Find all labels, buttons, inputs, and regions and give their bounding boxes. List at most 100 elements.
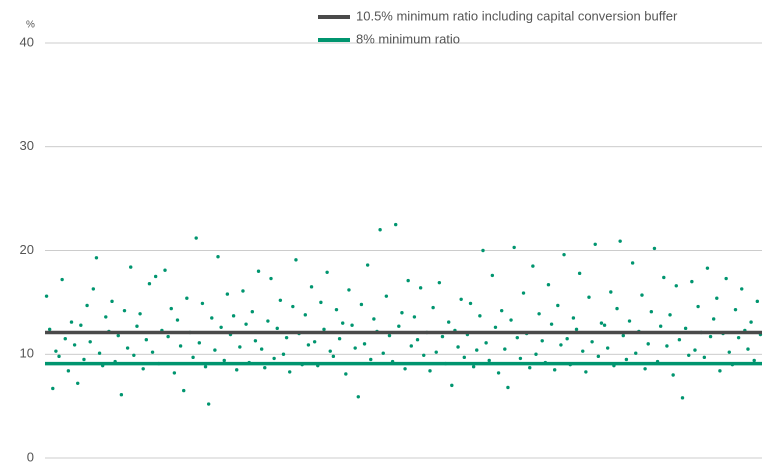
point	[559, 343, 563, 347]
point	[406, 278, 410, 283]
point	[125, 346, 130, 350]
point	[216, 255, 220, 259]
point	[562, 252, 566, 257]
point	[715, 296, 719, 300]
point	[403, 367, 407, 371]
point	[294, 258, 298, 262]
point	[415, 338, 420, 342]
point	[574, 327, 579, 332]
point	[471, 365, 476, 369]
point	[97, 351, 102, 355]
point	[365, 263, 370, 267]
point	[752, 358, 756, 363]
point	[487, 358, 491, 363]
point	[135, 324, 139, 328]
point	[309, 285, 314, 289]
point	[447, 320, 451, 324]
point	[312, 340, 317, 344]
point	[47, 327, 52, 332]
point	[288, 370, 292, 374]
point	[434, 350, 438, 354]
point	[630, 261, 635, 265]
y-tick-label: 0	[27, 449, 34, 464]
point	[82, 357, 86, 362]
legend-label: 8% minimum ratio	[356, 31, 460, 46]
point	[275, 326, 279, 331]
point	[225, 292, 230, 296]
point	[499, 308, 504, 313]
point	[178, 344, 183, 348]
point	[687, 353, 691, 357]
point	[696, 304, 700, 309]
point	[680, 396, 685, 400]
point	[210, 316, 214, 320]
point	[496, 371, 501, 375]
point	[428, 369, 432, 373]
point	[565, 336, 569, 341]
point	[85, 303, 89, 308]
point	[674, 284, 678, 288]
point	[437, 280, 442, 285]
point	[325, 270, 329, 274]
point	[609, 290, 613, 294]
point	[110, 299, 114, 304]
point	[596, 354, 601, 359]
point	[515, 335, 519, 340]
point	[668, 313, 672, 317]
point	[422, 353, 426, 357]
point	[481, 248, 485, 253]
point	[79, 323, 83, 327]
point	[634, 351, 638, 355]
point	[259, 347, 264, 351]
point	[182, 388, 186, 393]
point	[462, 355, 466, 360]
point	[605, 346, 610, 350]
point	[235, 368, 239, 372]
point	[615, 306, 619, 311]
point	[537, 312, 541, 316]
point	[44, 294, 49, 298]
point	[197, 341, 202, 345]
point	[51, 386, 55, 391]
point	[593, 242, 597, 246]
point	[331, 354, 336, 359]
y-tick-label: 20	[20, 242, 34, 257]
point	[319, 300, 323, 305]
point	[677, 338, 682, 342]
point	[705, 266, 710, 270]
point	[334, 307, 339, 312]
point	[206, 402, 211, 406]
point	[627, 319, 632, 323]
point	[72, 343, 77, 347]
point	[172, 371, 177, 375]
point	[378, 228, 382, 232]
point	[222, 358, 226, 363]
point	[94, 256, 99, 260]
point	[431, 305, 435, 310]
point	[646, 342, 650, 346]
unit-label: %	[26, 20, 35, 31]
point	[238, 345, 242, 349]
point	[740, 287, 744, 291]
point	[552, 368, 557, 372]
point	[400, 311, 404, 315]
point	[493, 325, 498, 329]
point	[409, 344, 413, 348]
point	[652, 246, 657, 251]
point	[147, 282, 152, 286]
point	[534, 352, 538, 356]
point	[132, 353, 136, 357]
point	[440, 334, 445, 339]
point	[590, 340, 594, 344]
point	[724, 276, 728, 281]
point	[116, 333, 120, 338]
point	[175, 318, 180, 322]
point	[518, 356, 523, 361]
point	[54, 349, 58, 353]
point	[337, 336, 342, 341]
point	[104, 315, 108, 319]
point	[213, 348, 217, 352]
point	[231, 314, 236, 318]
point	[219, 325, 223, 329]
point	[129, 265, 133, 269]
